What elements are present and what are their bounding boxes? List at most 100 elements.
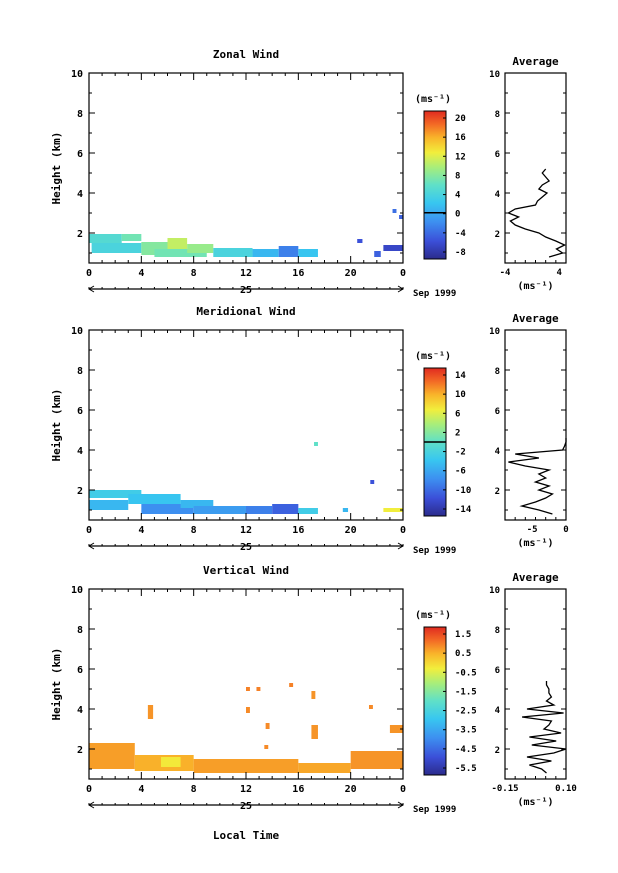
- heatmap-cell: [298, 508, 318, 514]
- profile-y-tick-label: 6: [495, 407, 500, 417]
- colorbar-tick-label: 12: [455, 152, 466, 162]
- heatmap-cell: [154, 249, 207, 257]
- heatmap-cell: [246, 707, 250, 713]
- plot-frame: [88, 588, 404, 780]
- heatmap-cell: [167, 238, 188, 249]
- y-tick-label: 10: [71, 326, 83, 337]
- x-tick-label: 8: [191, 525, 197, 536]
- profile-y-tick-label: 10: [489, 586, 500, 596]
- y-axis-label: Height (km): [50, 132, 63, 205]
- y-tick-label: 6: [77, 149, 83, 160]
- heatmap-cell: [265, 723, 270, 729]
- date-month-label: Sep 1999: [413, 805, 456, 815]
- x-tick-label: 8: [191, 784, 197, 795]
- y-tick-label: 6: [77, 406, 83, 417]
- x-tick-label: 12: [240, 784, 252, 795]
- profile-line: [522, 681, 567, 774]
- colorbar-tick-label: 1.5: [455, 630, 471, 640]
- y-tick-label: 2: [77, 229, 83, 240]
- colorbar-unit: (ms⁻¹): [415, 351, 451, 362]
- date-month-label: Sep 1999: [413, 546, 456, 556]
- profile-line: [508, 438, 567, 515]
- profile-y-tick-label: 10: [489, 70, 500, 80]
- profile-x-label: (ms⁻¹): [517, 797, 553, 808]
- x-tick-label: 16: [292, 268, 304, 279]
- heatmap-cell: [121, 234, 142, 241]
- heatmap-cell: [311, 725, 318, 739]
- profile-y-tick-label: 8: [495, 367, 500, 377]
- colorbar-tick-label: 10: [455, 390, 466, 400]
- profile-x-tick-label: -4: [500, 268, 511, 278]
- heatmap-cell: [252, 249, 279, 257]
- date-day-label: 25: [240, 285, 252, 296]
- heatmap-cell: [160, 757, 181, 767]
- heatmap-cell: [368, 705, 373, 709]
- heatmap-cell: [314, 442, 318, 446]
- colorbar-tick-label: -2.5: [455, 707, 477, 717]
- heatmap-cell: [392, 209, 397, 213]
- heatmap-cell: [342, 508, 349, 512]
- profile-line: [506, 168, 567, 258]
- profile-title: Average: [512, 55, 559, 68]
- x-tick-label: 0: [400, 268, 406, 279]
- panel-title: Vertical Wind: [203, 564, 289, 577]
- y-tick-label: 4: [77, 705, 83, 716]
- x-tick-label: 20: [345, 268, 357, 279]
- panel-title: Zonal Wind: [213, 48, 279, 61]
- colorbar-tick-label: -8: [455, 248, 466, 258]
- profile-x-label: (ms⁻¹): [517, 538, 553, 549]
- colorbar-tick-label: -14: [455, 505, 472, 515]
- heatmap-cell: [383, 245, 403, 251]
- x-tick-label: 4: [138, 525, 144, 536]
- x-tick-label: 0: [86, 268, 92, 279]
- heatmap-cell: [187, 244, 214, 253]
- y-tick-label: 4: [77, 446, 83, 457]
- heatmap-cell: [89, 500, 129, 510]
- heatmap-cell: [264, 745, 269, 749]
- profile-x-label: (ms⁻¹): [517, 281, 553, 292]
- heatmap-cell: [278, 246, 299, 257]
- x-tick-label: 8: [191, 268, 197, 279]
- profile-x-tick-label: 0: [563, 525, 568, 535]
- colorbar: [423, 626, 447, 776]
- heatmap-cell: [213, 248, 253, 257]
- colorbar-tick-label: 20: [455, 114, 466, 124]
- heatmap-cell: [91, 243, 142, 253]
- x-tick-label: 0: [86, 525, 92, 536]
- colorbar-tick-label: -2: [455, 448, 466, 458]
- colorbar-tick-label: 4: [455, 191, 461, 201]
- y-tick-label: 10: [71, 69, 83, 80]
- x-tick-label: 16: [292, 784, 304, 795]
- profile-y-tick-label: 6: [495, 150, 500, 160]
- heatmap-cell: [374, 251, 381, 257]
- profile-title: Average: [512, 312, 559, 325]
- y-tick-label: 6: [77, 665, 83, 676]
- heatmap-cell: [89, 234, 122, 243]
- heatmap-cell: [89, 743, 135, 769]
- heatmap-cell: [311, 691, 316, 699]
- heatmap-cell: [298, 249, 318, 257]
- colorbar-unit: (ms⁻¹): [415, 94, 451, 105]
- profile-x-tick-label: 4: [557, 268, 563, 278]
- colorbar-tick-label: 6: [455, 409, 460, 419]
- colorbar-tick-label: -6: [455, 467, 466, 477]
- colorbar-tick-label: 14: [455, 371, 466, 381]
- profile-y-tick-label: 2: [495, 746, 500, 756]
- profile-y-tick-label: 10: [489, 327, 500, 337]
- heatmap-cell: [89, 490, 142, 498]
- x-tick-label: 12: [240, 268, 252, 279]
- profile-frame: [504, 588, 567, 780]
- y-tick-label: 2: [77, 486, 83, 497]
- heatmap-cell: [193, 506, 246, 514]
- colorbar-tick-label: 0.5: [455, 649, 471, 659]
- x-tick-label: 0: [400, 525, 406, 536]
- profile-x-tick-label: -0.15: [491, 784, 518, 794]
- colorbar-tick-label: -4.5: [455, 745, 477, 755]
- heatmap-cell: [193, 759, 299, 773]
- profile-y-tick-label: 6: [495, 666, 500, 676]
- colorbar: [423, 110, 447, 260]
- profile-title: Average: [512, 571, 559, 584]
- colorbar-tick-label: -10: [455, 486, 471, 496]
- heatmap-cell: [289, 683, 294, 687]
- y-tick-label: 8: [77, 625, 83, 636]
